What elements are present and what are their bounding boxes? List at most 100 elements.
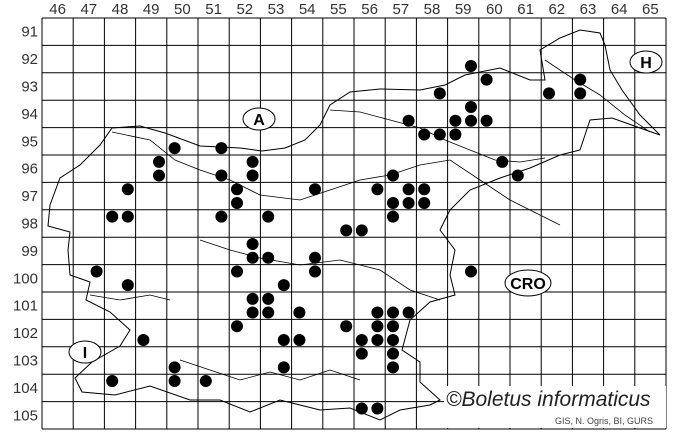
record-dot	[574, 87, 587, 100]
record-dot	[418, 196, 431, 209]
column-label: 52	[236, 1, 253, 18]
record-dot	[433, 87, 446, 100]
record-dot	[402, 183, 415, 196]
record-dot	[387, 210, 399, 223]
record-dot	[215, 169, 228, 182]
record-dot	[262, 306, 275, 319]
record-dot	[106, 375, 119, 388]
row-label: 91	[21, 24, 38, 41]
record-dot	[168, 375, 181, 388]
label-hungary: H	[629, 50, 663, 74]
record-dot	[449, 114, 462, 127]
river	[111, 131, 561, 226]
column-label: 64	[611, 1, 628, 18]
record-dot	[121, 210, 134, 223]
column-label: 54	[299, 1, 316, 18]
record-dot	[90, 265, 103, 278]
record-dot	[246, 238, 259, 251]
record-dot	[387, 320, 399, 333]
record-dot	[246, 169, 259, 182]
record-dot	[277, 279, 290, 292]
row-label: 93	[21, 79, 38, 96]
record-dot	[355, 402, 368, 415]
record-dot	[340, 320, 353, 333]
record-dot	[231, 183, 243, 196]
record-dot	[433, 128, 446, 141]
records	[90, 59, 587, 415]
record-dot	[355, 347, 368, 360]
column-label: 65	[642, 1, 659, 18]
record-dot	[402, 114, 415, 127]
record-dot	[371, 183, 384, 196]
record-dot	[418, 183, 431, 196]
record-dot	[480, 73, 493, 86]
column-label: 57	[392, 1, 409, 18]
record-dot	[246, 292, 259, 305]
record-dot	[231, 320, 243, 333]
river	[89, 294, 171, 301]
record-dot	[153, 169, 165, 182]
row-label: 103	[13, 353, 38, 370]
record-dot	[418, 128, 431, 141]
column-label: 56	[361, 1, 378, 18]
record-dot	[543, 87, 555, 100]
record-dot	[168, 142, 181, 155]
row-label: 100	[13, 270, 38, 287]
record-dot	[496, 155, 509, 168]
label-hungary-text: H	[640, 55, 652, 72]
column-label: 63	[580, 1, 597, 18]
row-label: 95	[21, 133, 38, 150]
label-italy: I	[68, 340, 102, 364]
column-label: 58	[424, 1, 441, 18]
record-dot	[121, 183, 134, 196]
column-label: 51	[205, 1, 222, 18]
record-dot	[355, 224, 368, 237]
column-label: 48	[112, 1, 129, 18]
label-italy-text: I	[83, 345, 87, 362]
label-croatia: CRO	[504, 269, 552, 297]
row-label: 105	[13, 407, 38, 424]
row-label: 94	[21, 106, 38, 123]
row-label: 104	[13, 380, 38, 397]
record-dot	[465, 101, 477, 114]
record-dot	[262, 251, 275, 264]
record-dot	[106, 210, 119, 223]
record-dot	[246, 251, 259, 264]
record-dot	[387, 196, 399, 209]
record-dot	[309, 265, 321, 278]
record-dot	[231, 196, 243, 209]
record-dot	[355, 333, 368, 346]
record-dot	[387, 347, 399, 360]
grid	[41, 17, 667, 430]
record-dot	[465, 59, 477, 72]
row-label: 102	[13, 325, 38, 342]
column-label: 62	[548, 1, 565, 18]
record-dot	[309, 251, 321, 264]
record-dot	[262, 292, 275, 305]
record-dot	[449, 128, 462, 141]
column-label: 61	[517, 1, 534, 18]
river	[179, 359, 361, 381]
copyright: ©Boletus informaticus	[446, 388, 651, 411]
column-label: 47	[80, 1, 97, 18]
row-label: 92	[21, 51, 38, 68]
record-dot	[574, 73, 587, 86]
label-austria: A	[242, 107, 276, 131]
row-label: 98	[21, 216, 38, 233]
column-label: 50	[174, 1, 191, 18]
credit: GIS, N. Ogris, BI, GURS	[555, 416, 654, 426]
record-dot	[262, 210, 275, 223]
record-dot	[371, 320, 384, 333]
record-dot	[465, 114, 477, 127]
record-dot	[231, 265, 243, 278]
record-dot	[480, 114, 493, 127]
record-dot	[511, 169, 524, 182]
river	[544, 59, 651, 133]
label-austria-text: A	[253, 112, 265, 129]
label-croatia-text: CRO	[510, 276, 546, 293]
record-dot	[293, 306, 306, 319]
record-dot	[402, 196, 415, 209]
column-label: 49	[143, 1, 160, 18]
column-label: 55	[330, 1, 347, 18]
